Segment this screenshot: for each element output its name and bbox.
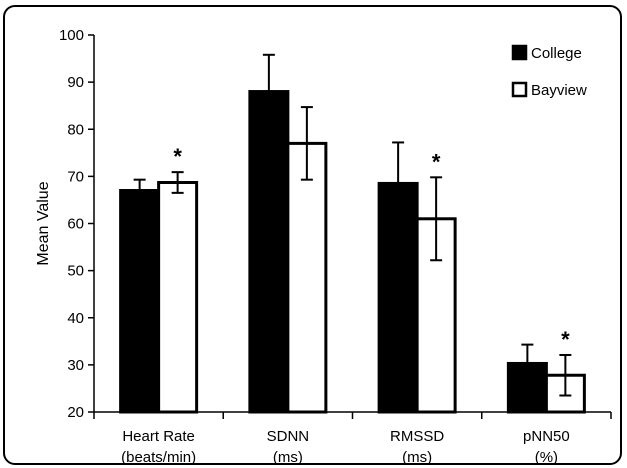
y-tick-label: 40 (67, 310, 84, 327)
y-tick-label: 50 (67, 263, 84, 280)
bar-college-0 (119, 189, 161, 414)
y-tick-label: 80 (67, 121, 84, 138)
bar-bayview-1 (286, 141, 328, 414)
y-tick-label: 30 (67, 357, 84, 374)
category-label: SDNN (267, 428, 310, 445)
category-unit-label: (ms) (273, 449, 303, 466)
legend: College Bayview (511, 44, 587, 99)
legend-swatch-college (511, 44, 528, 61)
significance-star: * (561, 327, 570, 352)
bar-college-1 (248, 90, 290, 414)
legend-swatch-bayview (511, 81, 528, 98)
y-tick-label: 100 (59, 27, 84, 44)
error-bars (133, 53, 572, 397)
y-tick-label: 20 (67, 404, 84, 421)
y-tick-label: 90 (67, 74, 84, 91)
y-axis-label: Mean Value (35, 181, 52, 265)
y-tick-label: 60 (67, 216, 84, 233)
category-unit-label: (ms) (402, 449, 432, 466)
category-unit-label: (%) (535, 449, 558, 466)
significance-markers: * * * (173, 144, 570, 352)
bars (119, 90, 586, 414)
legend-label-college: College (531, 45, 582, 62)
legend-label-bayview: Bayview (531, 82, 587, 99)
category-label: RMSSD (390, 428, 444, 445)
y-tick-label: 70 (67, 168, 84, 185)
category-label: pNN50 (523, 428, 570, 445)
category-unit-label: (beats/min) (121, 449, 196, 466)
y-axis-ticks: 20 30 40 50 60 70 80 90 100 (59, 27, 612, 421)
bar-bayview-0 (157, 181, 199, 414)
significance-star: * (173, 144, 182, 169)
category-labels: Heart Rate (beats/min) SDNN (ms) RMSSD (ms) pN… (121, 428, 570, 466)
significance-star: * (432, 149, 441, 174)
category-label: Heart Rate (122, 428, 195, 445)
